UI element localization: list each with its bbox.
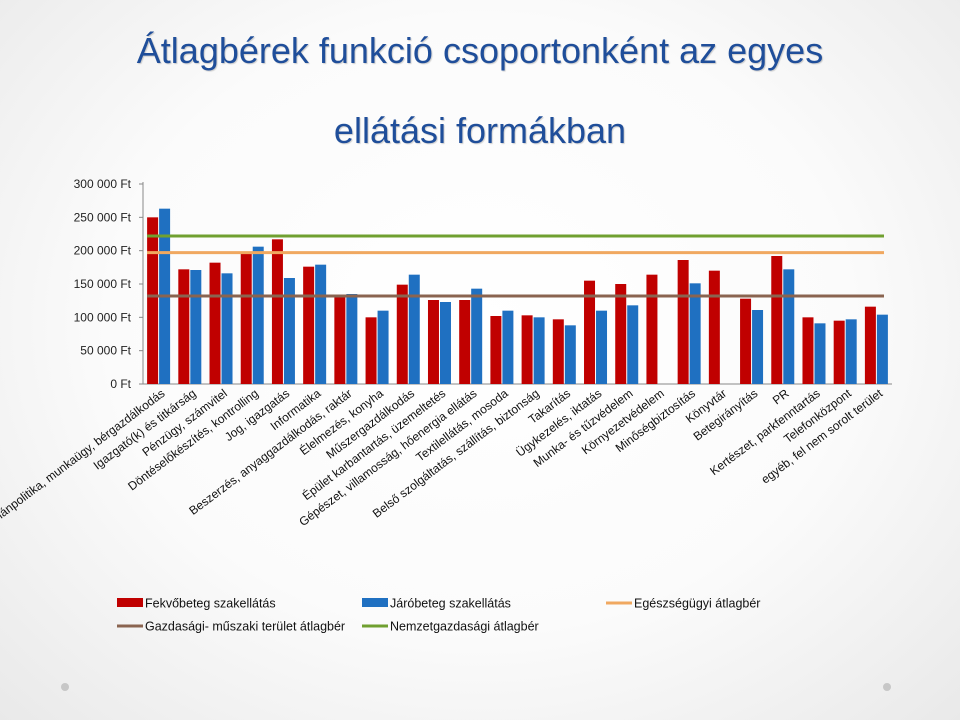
bar-fekvobeteg <box>303 266 315 384</box>
bar-fekvobeteg <box>677 260 689 384</box>
y-tick-label: 150 000 Ft <box>74 277 132 291</box>
bar-jarobeteg <box>283 278 295 384</box>
bar-jarobeteg <box>814 323 826 384</box>
bar-jarobeteg <box>439 302 451 384</box>
bar-jarobeteg <box>752 310 764 384</box>
legend-label: Járóbeteg szakellátás <box>390 597 511 611</box>
y-tick-label: 0 Ft <box>110 377 131 391</box>
bar-fekvobeteg <box>459 300 471 384</box>
x-tick-label: PR <box>770 386 792 407</box>
legend-label: Nemzetgazdasági átlagbér <box>390 620 539 634</box>
bar-fekvobeteg <box>646 274 658 384</box>
bar-jarobeteg <box>377 310 389 384</box>
legend-label: Egészségügyi átlagbér <box>634 597 760 611</box>
bar-fekvobeteg <box>708 270 720 384</box>
bar-jarobeteg <box>221 273 233 384</box>
chart-title-line-1: Átlagbérek funkció csoportonként az egye… <box>136 30 824 71</box>
bar-fekvobeteg <box>240 252 252 384</box>
bar-jarobeteg <box>627 305 639 384</box>
legend-swatch <box>117 598 143 607</box>
chart-title-line-2: ellátási formákban <box>333 110 627 151</box>
legend-label: Gazdasági- műszaki terület átlagbér <box>145 620 345 634</box>
bar-jarobeteg <box>190 270 202 384</box>
bar-jarobeteg <box>471 288 483 384</box>
bar-fekvobeteg <box>864 306 876 384</box>
bar-fekvobeteg <box>615 284 627 384</box>
bar-fekvobeteg <box>552 319 564 384</box>
y-tick-label: 300 000 Ft <box>74 177 132 191</box>
slide-nav-dot-left <box>61 683 69 691</box>
bar-fekvobeteg <box>833 320 845 384</box>
y-tick-label: 200 000 Ft <box>74 244 132 258</box>
y-tick-label: 50 000 Ft <box>80 344 131 358</box>
bar-fekvobeteg <box>147 217 159 384</box>
bar-jarobeteg <box>346 294 358 384</box>
bar-fekvobeteg <box>740 298 752 384</box>
y-tick-label: 250 000 Ft <box>74 210 132 224</box>
bar-jarobeteg <box>783 269 795 384</box>
bar-jarobeteg <box>502 310 514 384</box>
bar-jarobeteg <box>596 310 608 384</box>
bar-fekvobeteg <box>771 256 783 384</box>
y-tick-label: 100 000 Ft <box>74 310 132 324</box>
bar-jarobeteg <box>845 319 857 384</box>
bar-jarobeteg <box>408 274 420 384</box>
bar-fekvobeteg <box>365 317 377 384</box>
bar-fekvobeteg <box>427 300 439 384</box>
bar-fekvobeteg <box>490 316 502 384</box>
bar-fekvobeteg <box>209 262 221 384</box>
bar-jarobeteg <box>876 314 888 384</box>
bar-fekvobeteg <box>584 280 596 384</box>
bar-fekvobeteg <box>178 269 190 384</box>
bar-fekvobeteg <box>271 239 283 384</box>
bar-fekvobeteg <box>521 315 533 384</box>
bar-jarobeteg <box>315 264 327 384</box>
bar-jarobeteg <box>689 283 701 384</box>
bar-fekvobeteg <box>396 284 408 384</box>
legend-label: Fekvőbeteg szakellátás <box>145 597 276 611</box>
bar-jarobeteg <box>564 325 576 384</box>
bar-fekvobeteg <box>802 317 814 384</box>
x-tick-label: Humánpolitika, munkaügy, bérgazdálkodás <box>0 386 167 535</box>
bar-jarobeteg <box>252 246 264 384</box>
bar-jarobeteg <box>533 317 545 384</box>
bar-fekvobeteg <box>334 297 346 384</box>
legend-swatch <box>362 598 388 607</box>
slide-nav-dot-right <box>883 683 891 691</box>
